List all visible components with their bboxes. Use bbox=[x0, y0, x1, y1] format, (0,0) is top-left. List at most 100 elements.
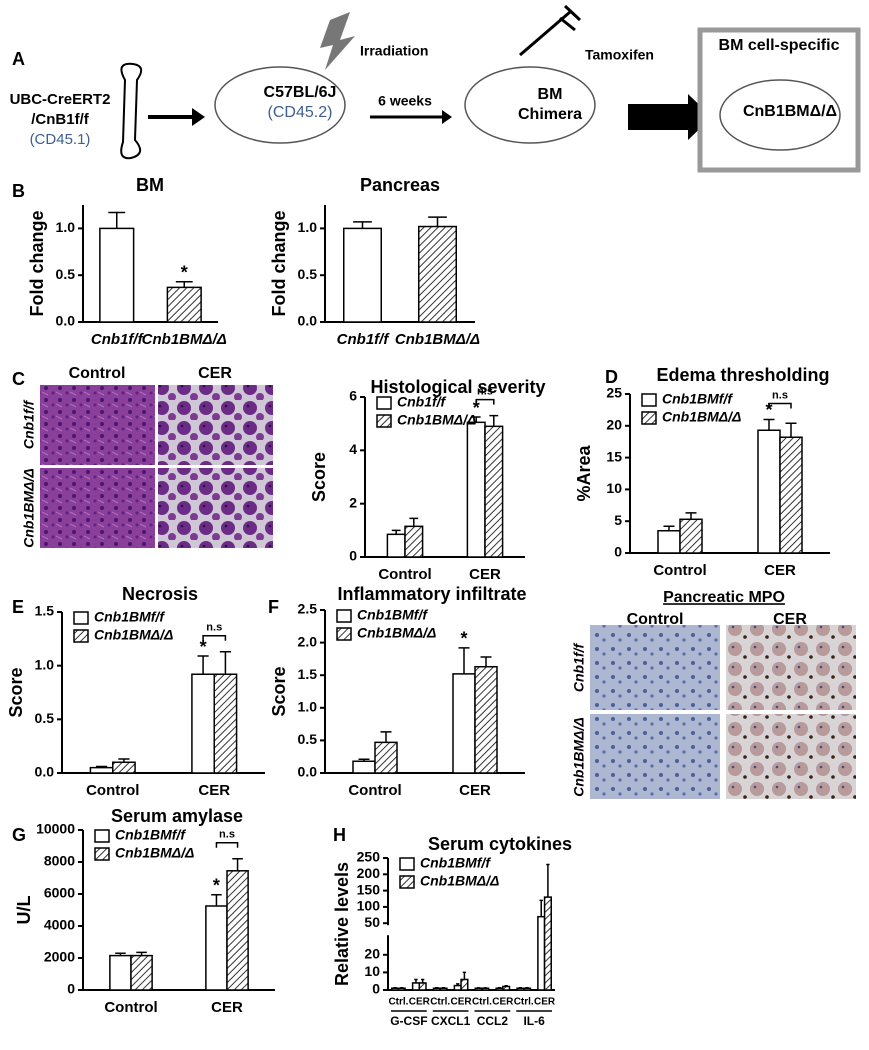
y-tick-label: 1.0 bbox=[35, 656, 55, 672]
error-bar bbox=[462, 971, 467, 980]
y-tick-label: 10 bbox=[364, 963, 380, 979]
bar bbox=[109, 954, 132, 991]
significance: * bbox=[200, 637, 207, 657]
bar bbox=[439, 987, 448, 991]
legend-label: Cnb1BMΔ/Δ bbox=[357, 625, 436, 641]
arrow-head bbox=[192, 108, 205, 126]
result-title: BM cell-specific bbox=[719, 37, 840, 54]
error-bar bbox=[489, 414, 499, 427]
chart-title: Serum amylase bbox=[111, 806, 243, 826]
comparison-bracket bbox=[215, 842, 239, 848]
x-tick-label: CER bbox=[492, 997, 514, 1008]
panel-letter: A bbox=[12, 49, 25, 69]
error-bar bbox=[763, 418, 775, 431]
big-arrow bbox=[628, 94, 712, 140]
bar bbox=[397, 987, 406, 991]
bar bbox=[432, 987, 441, 991]
y-tick-label: 6 bbox=[349, 388, 357, 404]
legend-label: Cnb1BMf/f bbox=[662, 391, 733, 407]
row-label: Cnb1BMΔ/Δ bbox=[571, 717, 587, 796]
legend-label: Cnb1BMΔ/Δ bbox=[662, 409, 741, 425]
x-tick-label: Ctrl. bbox=[388, 997, 408, 1008]
error-bar bbox=[497, 986, 502, 989]
y-tick-label: 0.0 bbox=[298, 313, 318, 329]
error-bar bbox=[118, 758, 130, 763]
significance: * bbox=[460, 629, 467, 649]
bar bbox=[374, 741, 398, 774]
column-label: CER bbox=[773, 611, 807, 628]
column-label: Control bbox=[69, 365, 126, 382]
error-bar bbox=[232, 858, 243, 871]
significance: * bbox=[181, 263, 188, 283]
panel-letter: H bbox=[333, 825, 346, 845]
error-bar bbox=[518, 986, 523, 989]
x-tick-label: CER bbox=[451, 997, 473, 1008]
bar bbox=[191, 673, 215, 774]
panel-letter: C bbox=[12, 369, 25, 389]
x-tick-label: CER bbox=[409, 997, 431, 1008]
y-tick-label: 15 bbox=[606, 448, 622, 464]
legend-label: Cnb1BMf/f bbox=[115, 827, 186, 843]
error-bar bbox=[353, 221, 372, 229]
micrograph bbox=[158, 385, 273, 465]
donor-label: UBC-CreERT2 bbox=[10, 91, 111, 108]
x-tick-label: Ctrl. bbox=[472, 997, 492, 1008]
bar bbox=[99, 227, 135, 323]
micrograph bbox=[726, 714, 856, 799]
bar bbox=[391, 987, 400, 991]
significance: * bbox=[213, 876, 220, 896]
bar bbox=[495, 987, 504, 991]
y-tick-label: 1.5 bbox=[298, 666, 318, 682]
row-label: Cnb1f/f bbox=[21, 400, 37, 450]
legend-label: Cnb1BMf/f bbox=[94, 609, 165, 625]
micrograph bbox=[590, 714, 720, 799]
group-label: CCL2 bbox=[477, 1014, 509, 1028]
error-bar bbox=[391, 529, 401, 535]
y-tick-label: 2000 bbox=[44, 949, 75, 965]
y-tick-label: 0 bbox=[67, 981, 75, 997]
error-bar bbox=[219, 650, 231, 675]
error-bar bbox=[441, 986, 446, 989]
column-label: Control bbox=[627, 611, 684, 628]
panel-letter: E bbox=[12, 597, 24, 617]
bar bbox=[213, 673, 238, 774]
chart-title: Pancreas bbox=[360, 175, 440, 195]
legend-swatch bbox=[641, 393, 657, 407]
irradiation-label: Irradiation bbox=[360, 43, 428, 59]
error-bar bbox=[546, 863, 550, 898]
y-tick-label: 250 bbox=[357, 849, 381, 865]
y-tick-label: 0 bbox=[372, 981, 380, 997]
y-tick-label: 25 bbox=[606, 385, 622, 401]
micrograph bbox=[40, 468, 155, 548]
y-tick-label: 0.0 bbox=[298, 764, 318, 780]
mouse-icon bbox=[214, 66, 346, 144]
error-bar bbox=[115, 952, 126, 956]
bar bbox=[657, 529, 681, 554]
mpo-title: Pancreatic MPO bbox=[663, 589, 785, 606]
y-tick-label: 1.0 bbox=[56, 219, 76, 235]
error-bar bbox=[456, 983, 460, 986]
bar bbox=[779, 436, 803, 554]
legend-label: Cnb1BMΔ/Δ bbox=[397, 412, 476, 428]
x-tick-label: Control bbox=[378, 566, 431, 583]
x-tick-label: Control bbox=[653, 562, 706, 579]
bar bbox=[516, 987, 525, 991]
bar bbox=[474, 665, 498, 774]
error-bar bbox=[663, 525, 675, 531]
bar bbox=[112, 761, 136, 774]
x-tick-label: CER bbox=[198, 782, 230, 799]
y-tick-label: 0.5 bbox=[298, 266, 318, 282]
y-tick-label: 6000 bbox=[44, 885, 75, 901]
syringe-icon bbox=[519, 4, 582, 57]
legend-swatch bbox=[336, 609, 352, 623]
bar bbox=[226, 870, 249, 991]
bar bbox=[543, 896, 552, 991]
x-tick-label: CER bbox=[764, 562, 796, 579]
x-tick-label: Control bbox=[86, 782, 139, 799]
chart-title: Histological severity bbox=[370, 377, 545, 397]
drug-label: Tamoxifen bbox=[585, 47, 654, 63]
significance: * bbox=[473, 398, 480, 418]
bar bbox=[418, 225, 457, 323]
error-bar bbox=[380, 731, 392, 743]
error-bar bbox=[539, 899, 543, 917]
